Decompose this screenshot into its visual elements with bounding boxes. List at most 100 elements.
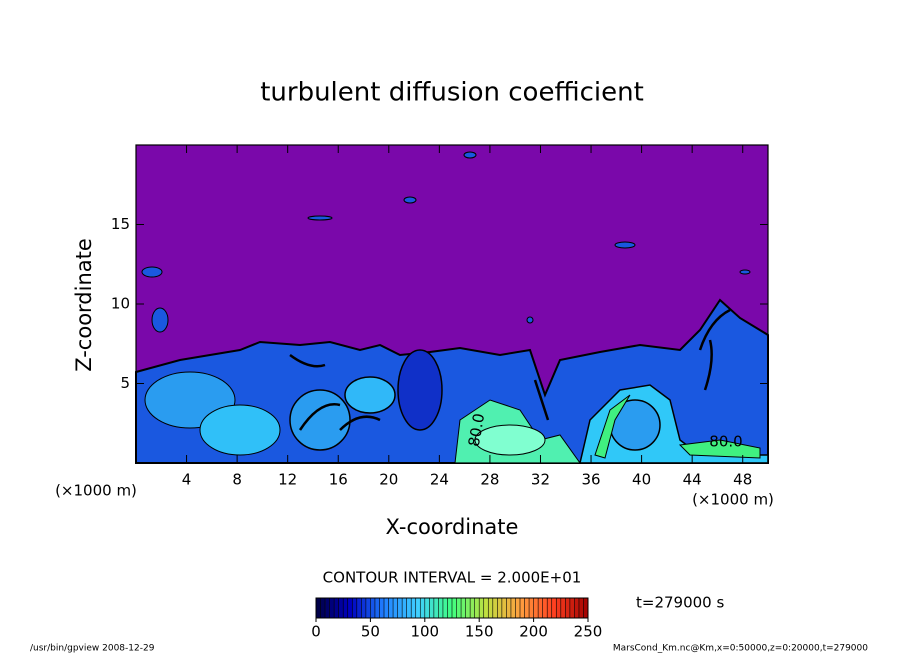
colorbar-tick-label: 200 xyxy=(519,623,548,641)
colorbar-cell xyxy=(542,598,548,618)
y-tick-label: 10 xyxy=(111,295,130,313)
colorbar-cell xyxy=(374,598,380,618)
eddy xyxy=(678,439,761,459)
colorbar-cell xyxy=(479,598,484,618)
eddy xyxy=(594,394,631,459)
colorbar-cell xyxy=(551,598,557,618)
colorbar-cell xyxy=(524,598,530,618)
colorbar-cell xyxy=(365,598,371,618)
colorbar-cell xyxy=(316,598,321,618)
y-tick-label: 15 xyxy=(111,215,130,233)
colorbar-tick-label: 150 xyxy=(465,623,494,641)
colorbar-cell xyxy=(411,598,416,618)
colorbar-cell xyxy=(393,598,398,618)
x-tick-label: 40 xyxy=(632,471,651,489)
eddy xyxy=(289,389,351,451)
colorbar-cell xyxy=(465,598,471,618)
x-axis-label: X-coordinate xyxy=(386,515,519,539)
y-axis-label: Z-coordinate xyxy=(72,238,96,372)
colorbar-cell xyxy=(347,598,353,618)
colorbar-cell xyxy=(406,598,412,618)
colorbar-cell xyxy=(452,598,457,618)
colorbar-cell xyxy=(343,598,348,618)
colorbar-cell xyxy=(520,598,525,618)
colorbar-cell xyxy=(320,598,326,618)
colorbar-cell xyxy=(397,598,403,618)
x-axis-unit: (×1000 m) xyxy=(692,491,774,509)
colorbar-cell xyxy=(420,598,425,618)
colorbar-cell xyxy=(501,598,507,618)
colorbar-cell xyxy=(488,598,493,618)
colorbar-cell xyxy=(583,598,588,618)
colorbar-cell xyxy=(565,598,570,618)
colorbar-cell xyxy=(529,598,534,618)
colorbar-cell xyxy=(547,598,552,618)
colorbar-cell xyxy=(474,598,480,618)
colorbar-cell xyxy=(538,598,543,618)
colorbar-cell xyxy=(438,598,443,618)
eddy xyxy=(397,349,443,431)
contour-label: 80.0 xyxy=(465,412,489,448)
colorbar-cell xyxy=(456,598,462,618)
colorbar-tick-label: 50 xyxy=(361,623,380,641)
colorbar-tick-label: 100 xyxy=(410,623,439,641)
colorbar-cell xyxy=(384,598,389,618)
colorbar-cell xyxy=(361,598,366,618)
colorbar-cell xyxy=(560,598,566,618)
colorbar-cell xyxy=(483,598,489,618)
colorbar-cell xyxy=(402,598,407,618)
colorbar-cell xyxy=(492,598,498,618)
colorbar-cell xyxy=(415,598,421,618)
time-label: t=279000 s xyxy=(636,594,724,612)
colorbar-cell xyxy=(497,598,502,618)
x-tick-label: 32 xyxy=(531,471,550,489)
colorbar-cell xyxy=(556,598,561,618)
colorbar-cell xyxy=(574,598,579,618)
contour-line xyxy=(289,308,731,431)
contour-label: 80.0 xyxy=(709,433,742,451)
colorbar-cell xyxy=(515,598,520,618)
y-tick-label: 5 xyxy=(120,374,130,392)
colorbar-cell xyxy=(338,598,344,618)
colorbar-cell xyxy=(447,598,452,618)
x-tick-label: 28 xyxy=(480,471,499,489)
footer-left: /usr/bin/gpview 2008-12-29 xyxy=(30,644,155,654)
colorbar-cell xyxy=(325,598,330,618)
colorbar-cell xyxy=(379,598,384,618)
x-tick-label: 48 xyxy=(733,471,752,489)
x-tick-label: 12 xyxy=(278,471,297,489)
colorbar-frame xyxy=(315,597,589,619)
colorbar-cell xyxy=(533,598,539,618)
colorbar-cell xyxy=(370,598,375,618)
contour-interval: CONTOUR INTERVAL = 2.000E+01 xyxy=(323,569,582,587)
colorbar-tick-label: 250 xyxy=(574,623,603,641)
colorbar-cell xyxy=(461,598,466,618)
x-tick-label: 20 xyxy=(379,471,398,489)
colorbar-cell xyxy=(578,598,584,618)
x-tick-label: 16 xyxy=(329,471,348,489)
colorbar-cell xyxy=(352,598,357,618)
eddy xyxy=(344,376,396,414)
footer-right: MarsCond_Km.nc@Km,x=0:50000,z=0:20000,t=… xyxy=(613,644,868,654)
colorbar-cell xyxy=(569,598,575,618)
colorbar-cell xyxy=(442,598,448,618)
colorbar-tick-label: 0 xyxy=(311,623,321,641)
colorbar-cell xyxy=(356,598,362,618)
x-tick-label: 36 xyxy=(581,471,600,489)
colorbar-cell xyxy=(429,598,434,618)
y-axis-unit: (×1000 m) xyxy=(55,482,137,500)
x-tick-label: 4 xyxy=(182,471,192,489)
colorbar-cell xyxy=(510,598,516,618)
colorbar-cell xyxy=(334,598,339,618)
colorbar-cell xyxy=(506,598,511,618)
colorbar-cell xyxy=(388,598,394,618)
colorbar-cell xyxy=(433,598,439,618)
eddy xyxy=(474,424,546,456)
eddy xyxy=(199,404,281,456)
field xyxy=(135,145,769,464)
x-tick-label: 44 xyxy=(683,471,702,489)
colorbar-cell xyxy=(329,598,335,618)
colorbar-cell xyxy=(470,598,475,618)
chart-title: turbulent diffusion coefficient xyxy=(260,78,644,108)
